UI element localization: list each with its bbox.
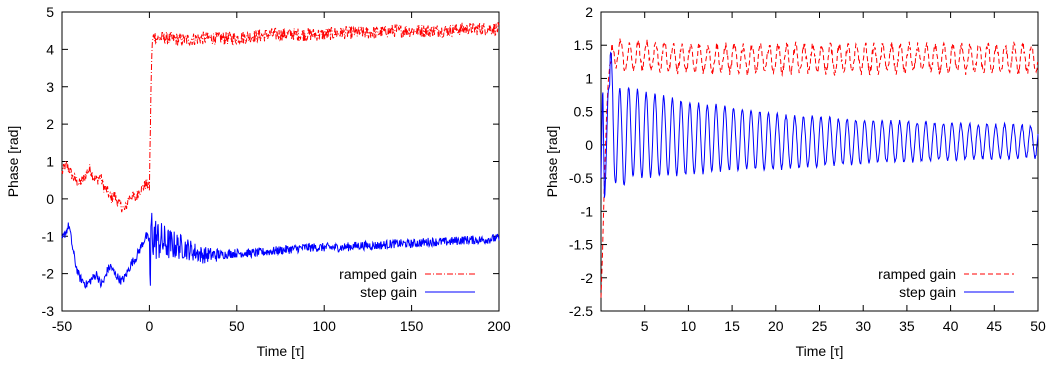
x-tick-label: 20 [768, 318, 784, 334]
y-tick-label: -0.5 [569, 170, 593, 186]
legend-label-step-gain: step gain [899, 284, 956, 300]
series-layer [61, 20, 500, 290]
x-tick-label: 100 [313, 318, 337, 334]
x-tick-label: 35 [899, 318, 915, 334]
y-tick-label: 2 [585, 4, 593, 20]
y-tick-label: -3 [42, 303, 55, 319]
x-tick-label: 10 [681, 318, 697, 334]
series-layer [600, 38, 1039, 298]
x-tick-label: 150 [400, 318, 424, 334]
y-tick-label: 0.5 [574, 104, 594, 120]
y-tick-label: 1 [585, 70, 593, 86]
legend-label-step-gain: step gain [360, 284, 417, 300]
y-tick-label: 1.5 [574, 37, 594, 53]
x-tick-label: 40 [943, 318, 959, 334]
x-axis-label: Time [τ] [257, 343, 305, 359]
series-line-ramped-gain [600, 38, 1039, 298]
y-tick-label: -2.5 [569, 303, 593, 319]
plot-frame [61, 11, 500, 312]
y-tick-label: -1.5 [569, 237, 593, 253]
series-line-step-gain [61, 212, 500, 290]
y-axis-label: Phase [rad] [5, 126, 21, 198]
x-tick-label: 30 [855, 318, 871, 334]
series-line-ramped-gain [61, 20, 500, 213]
y-tick-label: 1 [46, 154, 54, 170]
y-tick-label: -2 [581, 270, 594, 286]
tick-marks [61, 11, 500, 312]
x-tick-label: 45 [987, 318, 1003, 334]
legend-label-ramped-gain: ramped gain [878, 266, 956, 282]
x-tick-label: 5 [641, 318, 649, 334]
y-tick-label: 0 [585, 137, 593, 153]
y-axis-label: Phase [rad] [544, 126, 560, 198]
x-tick-label: 15 [724, 318, 740, 334]
y-tick-label: 2 [46, 116, 54, 132]
y-tick-label: 4 [46, 41, 54, 57]
legend: ramped gain step gain [339, 266, 475, 300]
x-axis-label: Time [τ] [796, 343, 844, 359]
y-tick-label: -1 [42, 228, 55, 244]
legend: ramped gain step gain [878, 266, 1014, 300]
x-tick-label: 50 [229, 318, 245, 334]
y-tick-label: -2 [42, 266, 55, 282]
x-tick-label: 0 [146, 318, 154, 334]
series-line-step-gain [600, 51, 1039, 198]
y-tick-label: -1 [581, 203, 594, 219]
x-tick-label: 50 [1030, 318, 1046, 334]
y-tick-label: 0 [46, 191, 54, 207]
tick-labels: -2.5-2-1.5-1-0.500.511.525 10 15 20 25 30 35 40… [569, 4, 1046, 334]
y-tick-label: 3 [46, 79, 54, 95]
legend-label-ramped-gain: ramped gain [339, 266, 417, 282]
tick-labels: -3 -2 -1 0 1 2 3 4 5 -50 0 50 100 150 200 [42, 4, 511, 334]
x-tick-label: 200 [487, 318, 511, 334]
left-chart: -3 -2 -1 0 1 2 3 4 5 -50 0 50 100 150 200 Time [τ] Pha… [5, 4, 511, 359]
tick-marks [601, 11, 1039, 312]
x-tick-label: -50 [52, 318, 72, 334]
y-tick-label: 5 [46, 4, 54, 20]
right-chart: -2.5-2-1.5-1-0.500.511.525 10 15 20 25 30 35 40… [544, 4, 1046, 359]
x-tick-label: 25 [812, 318, 828, 334]
